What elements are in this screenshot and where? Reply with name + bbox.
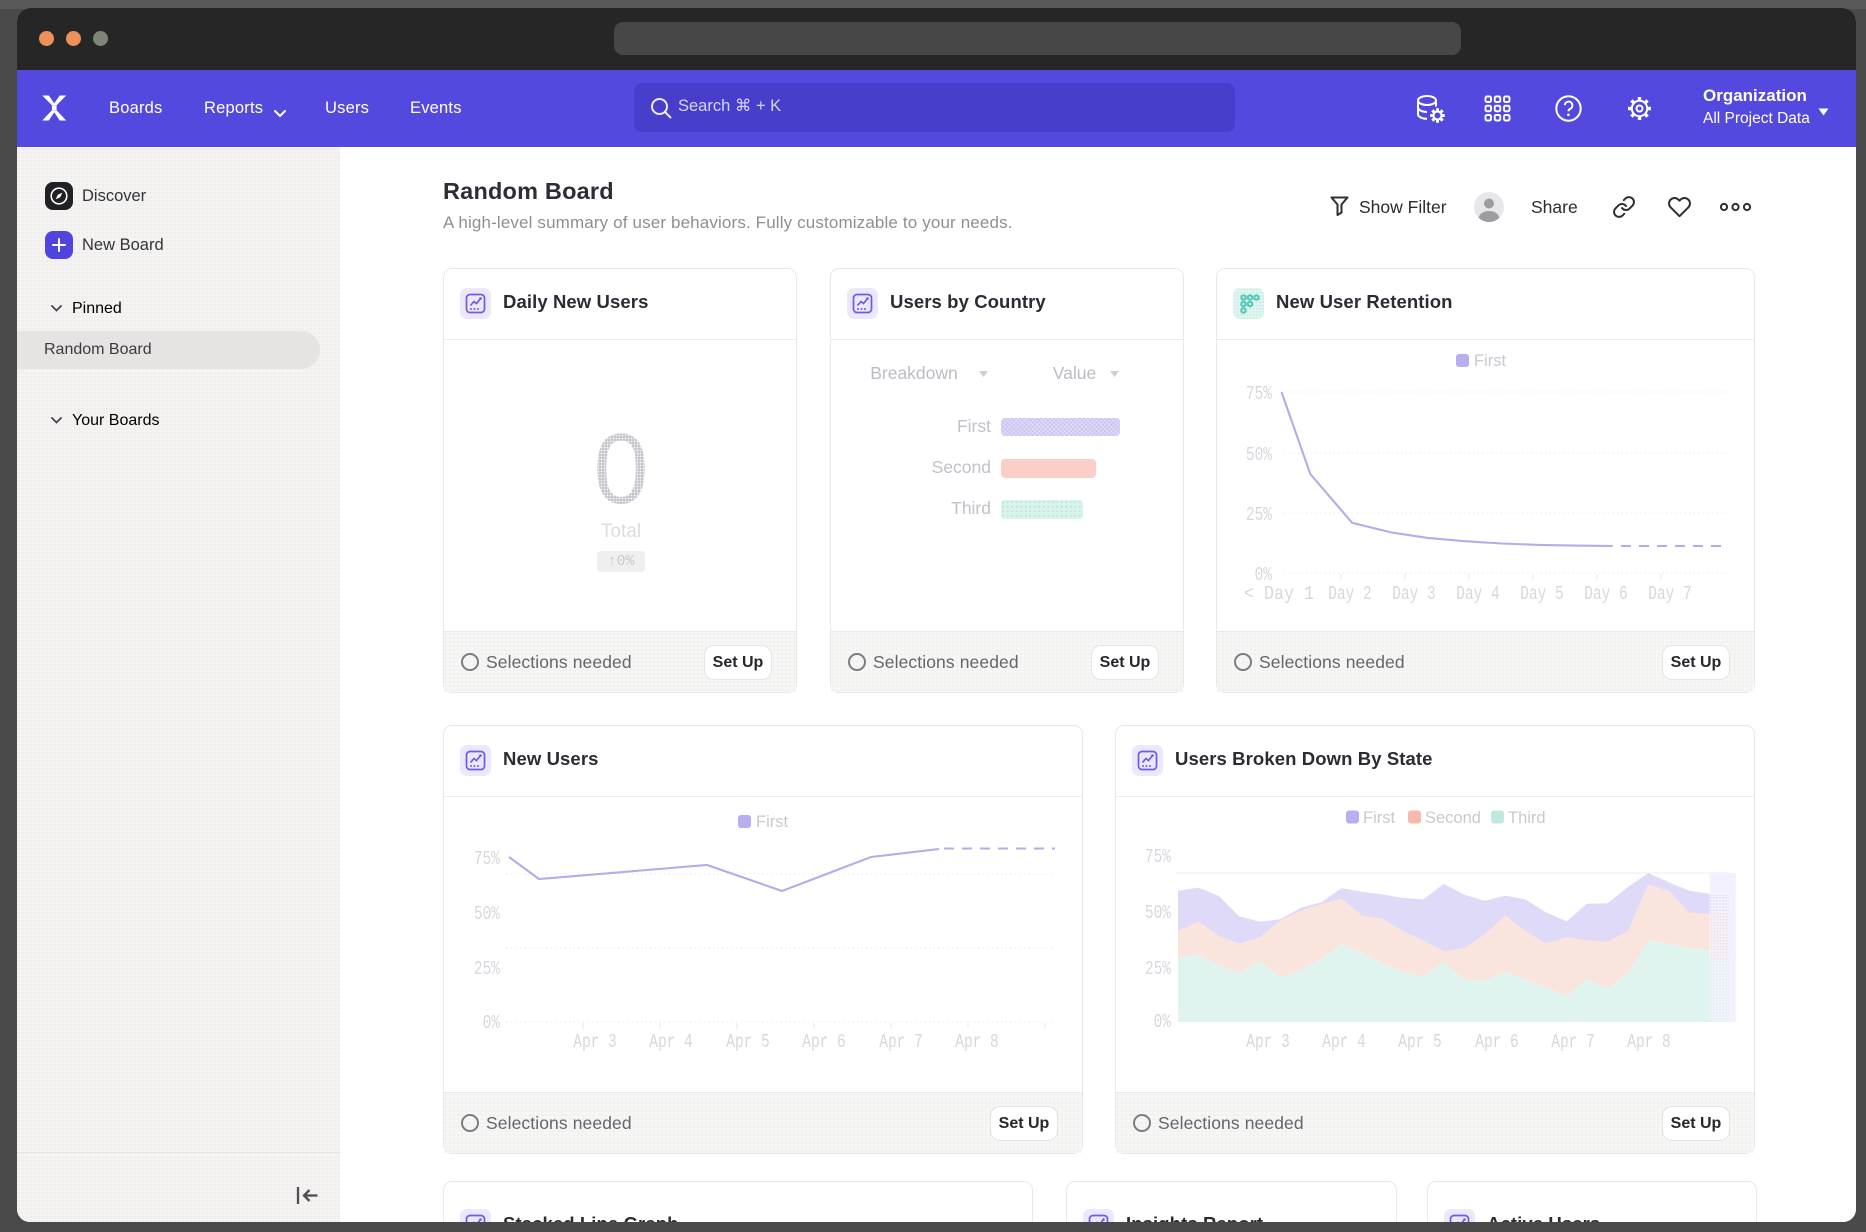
svg-text:Apr 3: Apr 3 [573, 1031, 617, 1053]
svg-text:25%: 25% [1145, 958, 1172, 980]
svg-text:Day 2: Day 2 [1328, 583, 1372, 605]
svg-text:Second: Second [1425, 809, 1481, 827]
svg-text:< Day 1: < Day 1 [1244, 583, 1314, 605]
svg-text:0%: 0% [1154, 1011, 1172, 1033]
svg-text:First: First [1474, 352, 1506, 370]
svg-text:Apr 7: Apr 7 [879, 1031, 923, 1053]
svg-text:Apr 4: Apr 4 [649, 1031, 693, 1053]
svg-text:Apr 6: Apr 6 [1475, 1031, 1519, 1053]
svg-text:Day 6: Day 6 [1584, 583, 1628, 605]
svg-text:25%: 25% [1246, 504, 1273, 526]
svg-text:Third: Third [1508, 809, 1546, 827]
svg-text:Apr 5: Apr 5 [1398, 1031, 1442, 1053]
svg-text:Apr 8: Apr 8 [955, 1031, 999, 1053]
svg-text:Apr 4: Apr 4 [1322, 1031, 1366, 1053]
svg-text:0%: 0% [1255, 564, 1273, 586]
svg-text:Apr 3: Apr 3 [1246, 1031, 1290, 1053]
svg-text:First: First [1363, 809, 1395, 827]
svg-text:50%: 50% [1246, 444, 1273, 466]
svg-text:Day 4: Day 4 [1456, 583, 1500, 605]
svg-text:25%: 25% [474, 958, 501, 980]
svg-text:Apr 7: Apr 7 [1551, 1031, 1595, 1053]
svg-text:50%: 50% [474, 903, 501, 925]
svg-text:Apr 8: Apr 8 [1627, 1031, 1671, 1053]
svg-text:75%: 75% [474, 848, 501, 870]
svg-text:Day 3: Day 3 [1392, 583, 1436, 605]
svg-text:0%: 0% [483, 1012, 501, 1034]
svg-text:Day 7: Day 7 [1648, 583, 1692, 605]
svg-text:First: First [756, 813, 788, 831]
svg-text:Apr 5: Apr 5 [726, 1031, 770, 1053]
svg-text:Apr 6: Apr 6 [802, 1031, 846, 1053]
svg-text:50%: 50% [1145, 902, 1172, 924]
svg-text:75%: 75% [1246, 383, 1273, 405]
svg-text:Day 5: Day 5 [1520, 583, 1564, 605]
svg-text:75%: 75% [1145, 846, 1172, 868]
